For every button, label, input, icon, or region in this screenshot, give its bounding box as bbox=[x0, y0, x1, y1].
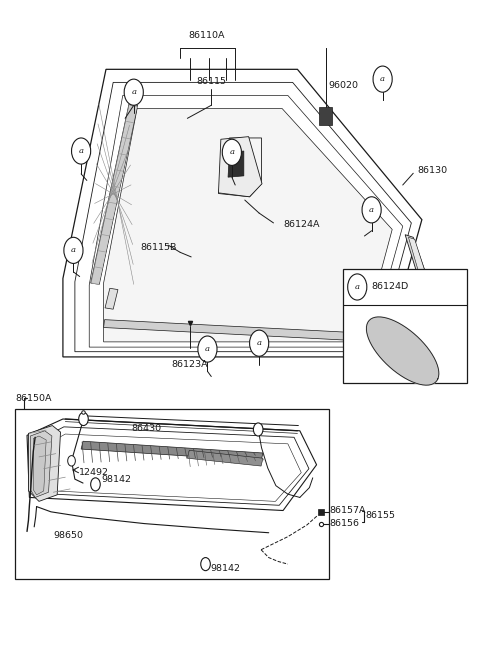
Text: 86157A: 86157A bbox=[329, 506, 366, 515]
Polygon shape bbox=[408, 237, 430, 290]
Polygon shape bbox=[28, 426, 60, 501]
Circle shape bbox=[253, 423, 263, 436]
Bar bbox=[343, 269, 468, 383]
Text: a: a bbox=[229, 148, 234, 157]
Circle shape bbox=[124, 79, 144, 105]
Circle shape bbox=[79, 413, 88, 426]
Polygon shape bbox=[218, 137, 262, 196]
Circle shape bbox=[222, 140, 241, 166]
Text: 86115: 86115 bbox=[196, 77, 226, 86]
Circle shape bbox=[348, 274, 367, 300]
Circle shape bbox=[362, 196, 381, 223]
Polygon shape bbox=[405, 234, 432, 292]
Circle shape bbox=[68, 456, 75, 466]
Circle shape bbox=[91, 478, 100, 491]
Polygon shape bbox=[187, 451, 263, 466]
Text: 86115B: 86115B bbox=[141, 243, 177, 252]
Circle shape bbox=[373, 66, 392, 92]
Text: a: a bbox=[205, 345, 210, 353]
Text: 98650: 98650 bbox=[53, 531, 84, 540]
Polygon shape bbox=[319, 107, 332, 125]
Circle shape bbox=[72, 138, 91, 164]
Polygon shape bbox=[92, 105, 137, 284]
Text: 12492: 12492 bbox=[79, 468, 108, 477]
Polygon shape bbox=[366, 317, 439, 385]
Text: 86155: 86155 bbox=[366, 511, 396, 519]
Polygon shape bbox=[33, 436, 46, 495]
Text: 86156: 86156 bbox=[329, 519, 359, 528]
Text: 86110A: 86110A bbox=[188, 31, 225, 40]
Bar bbox=[15, 409, 328, 579]
Text: 96020: 96020 bbox=[328, 81, 359, 90]
Text: 98142: 98142 bbox=[210, 563, 240, 572]
Polygon shape bbox=[105, 288, 118, 309]
Polygon shape bbox=[104, 109, 392, 342]
Text: a: a bbox=[355, 283, 360, 291]
Polygon shape bbox=[228, 151, 244, 177]
Text: 86123A: 86123A bbox=[171, 360, 208, 369]
Polygon shape bbox=[30, 431, 52, 497]
Text: a: a bbox=[257, 339, 262, 347]
Text: a: a bbox=[369, 206, 374, 214]
Circle shape bbox=[201, 557, 210, 571]
Text: 86430: 86430 bbox=[132, 424, 162, 434]
Text: 86124D: 86124D bbox=[372, 282, 409, 291]
Circle shape bbox=[64, 237, 83, 263]
Circle shape bbox=[250, 330, 269, 356]
Polygon shape bbox=[91, 104, 138, 284]
Text: a: a bbox=[79, 147, 84, 155]
Circle shape bbox=[198, 336, 217, 362]
Text: 86150A: 86150A bbox=[15, 394, 51, 403]
Text: a: a bbox=[380, 75, 385, 83]
Text: a: a bbox=[131, 88, 136, 96]
Polygon shape bbox=[104, 320, 357, 341]
Text: 98142: 98142 bbox=[101, 475, 131, 483]
Polygon shape bbox=[81, 441, 263, 461]
Text: 86124A: 86124A bbox=[283, 219, 320, 229]
Text: a: a bbox=[71, 246, 76, 254]
Text: 86130: 86130 bbox=[417, 166, 447, 175]
